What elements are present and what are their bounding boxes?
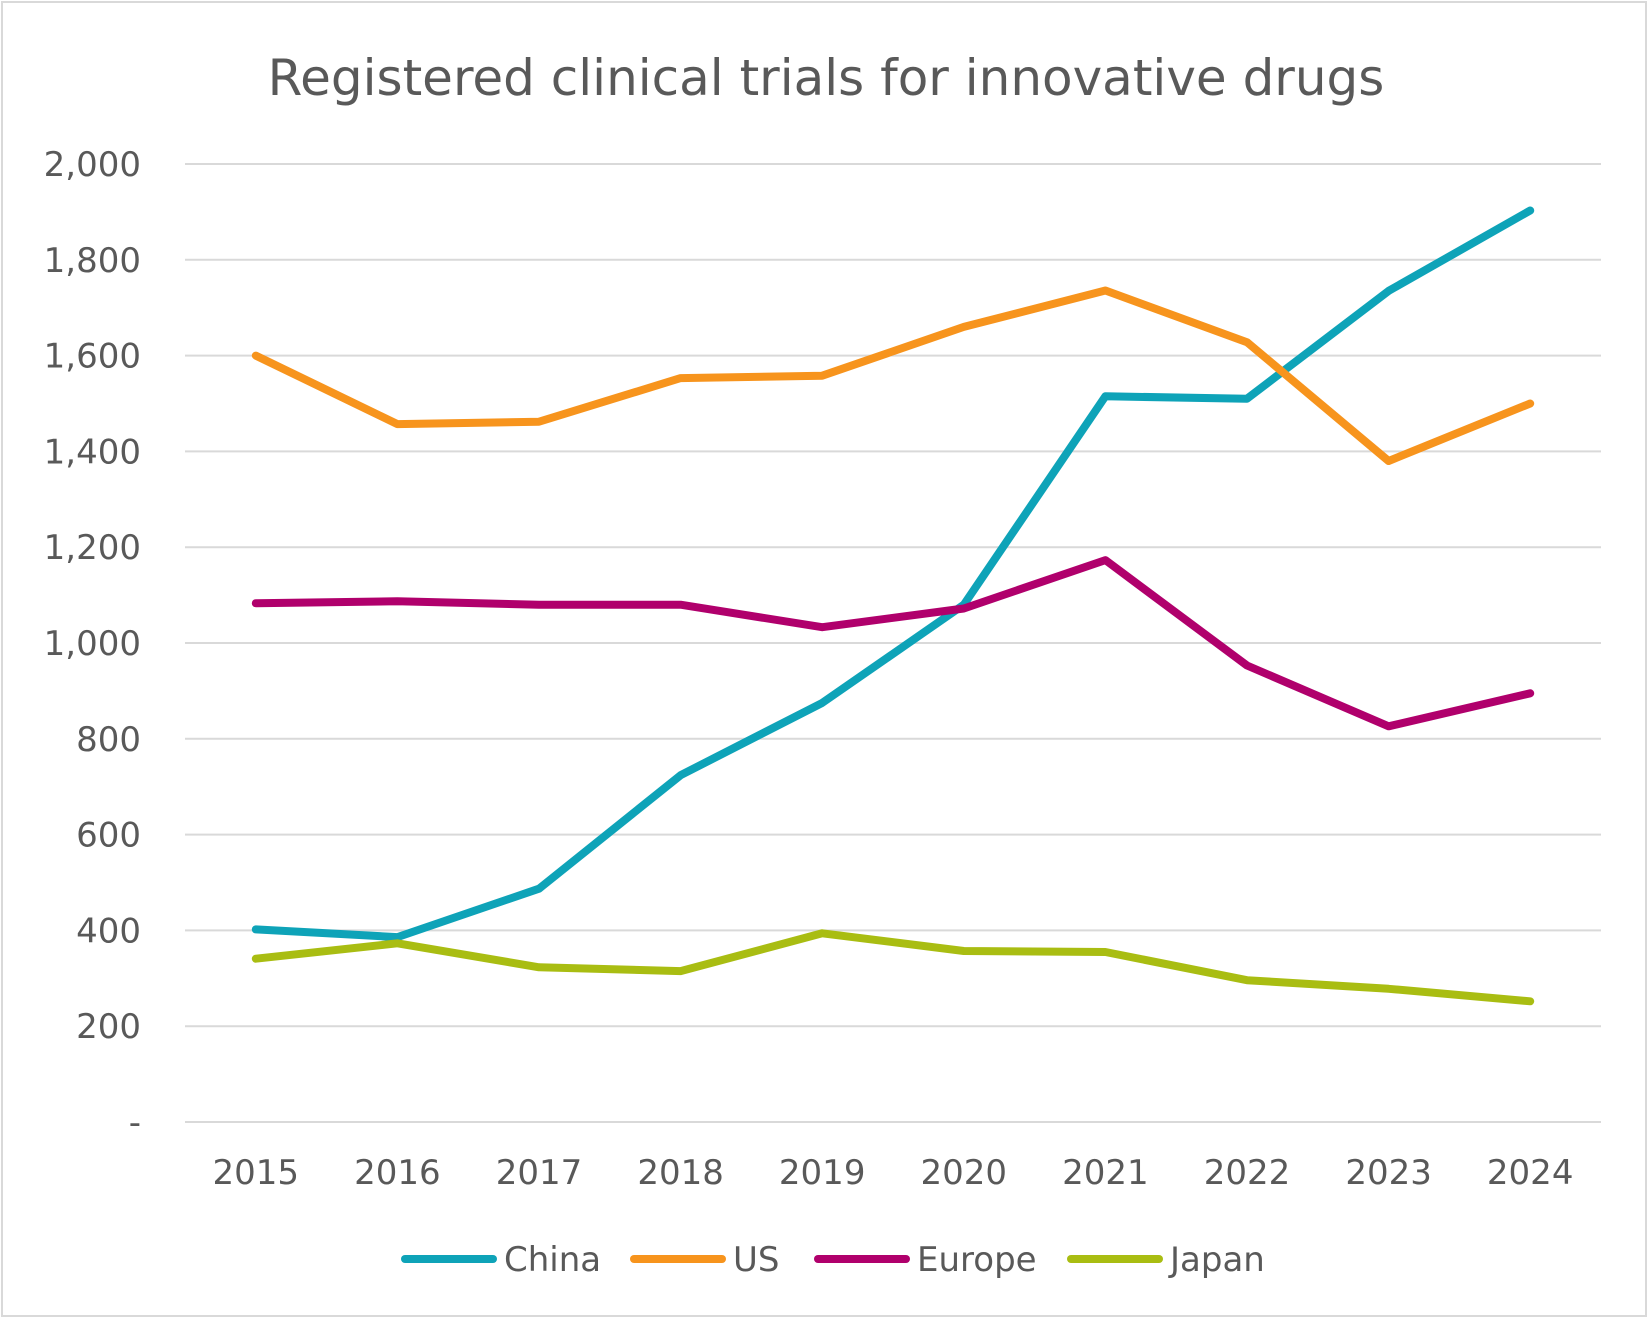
gridlines [185, 163, 1601, 1123]
x-tick-label: 2020 [921, 1153, 1008, 1193]
series-lines [251, 206, 1535, 1006]
legend-label-europe: Europe [917, 1240, 1037, 1280]
x-tick-label: 2017 [496, 1153, 583, 1193]
y-tick-label: 1,600 [44, 337, 141, 377]
y-tick-label: 1,800 [44, 241, 141, 281]
x-tick-label: 2018 [637, 1153, 724, 1193]
x-tick-label: 2022 [1204, 1153, 1291, 1193]
x-tick-label: 2016 [354, 1153, 441, 1193]
y-tick-label: - [129, 1103, 141, 1143]
y-tick-label: 600 [76, 816, 141, 856]
y-tick-label: 400 [76, 911, 141, 951]
y-tick-label: 800 [76, 720, 141, 760]
legend-label-us: US [733, 1240, 779, 1280]
x-axis-ticks: 2015 2016 2017 2018 2019 2020 2021 2022 2023 2024 [213, 1153, 1574, 1193]
y-tick-label: 1,000 [44, 624, 141, 664]
x-tick-label: 2019 [779, 1153, 866, 1193]
legend: China US Europe Japan [401, 1240, 1265, 1280]
series-line-us [251, 286, 1535, 465]
series-line-europe [251, 556, 1535, 731]
chart-title: Registered clinical trials for innovativ… [268, 49, 1385, 107]
y-tick-label: 1,200 [44, 528, 141, 568]
y-tick-label: 1,400 [44, 432, 141, 472]
x-tick-label: 2024 [1487, 1153, 1574, 1193]
y-axis-ticks: - 200 400 600 800 1,000 1,200 1,400 1,600 1,800 2,… [44, 145, 141, 1143]
x-tick-label: 2021 [1062, 1153, 1149, 1193]
series-line-japan [251, 929, 1535, 1006]
line-chart: Registered clinical trials for innovativ… [44, 49, 1601, 1280]
legend-label-china: China [504, 1240, 601, 1280]
y-tick-label: 200 [76, 1007, 141, 1047]
legend-label-japan: Japan [1168, 1240, 1265, 1280]
x-tick-label: 2015 [213, 1153, 300, 1193]
y-tick-label: 2,000 [44, 145, 141, 185]
series-line-china [251, 206, 1535, 942]
x-tick-label: 2023 [1345, 1153, 1432, 1193]
